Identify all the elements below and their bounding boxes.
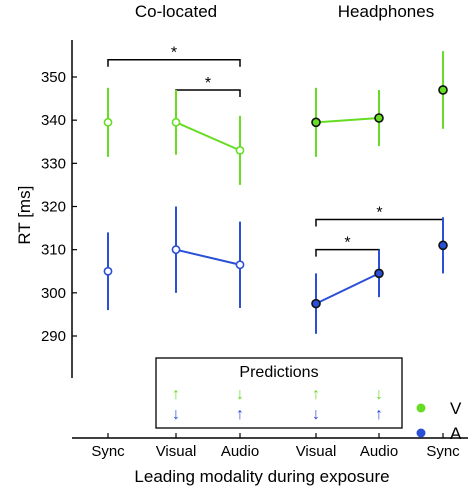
legend-marker [416,428,426,438]
x-tick-label: Audio [360,443,398,460]
predictions-box [155,357,403,429]
y-tick-label: 310 [41,242,66,259]
significance-star: * [205,75,211,92]
data-point [311,298,321,309]
panel-title: Headphones [338,2,434,21]
x-tick-label: Visual [296,443,337,460]
significance-star: * [171,45,177,62]
y-tick-label: 340 [41,112,66,129]
data-point [438,240,448,251]
data-point [374,268,384,279]
prediction-arrow-v: ↓ [375,386,383,403]
significance-star: * [344,235,350,252]
y-tick-label: 320 [41,199,66,216]
x-tick-label: Audio [221,443,259,460]
data-point [171,117,181,127]
predictions-title: Predictions [239,364,318,381]
data-point [374,113,384,123]
significance-star: * [376,204,382,221]
data-point [235,145,245,155]
data-point [103,266,113,276]
data-point [311,117,321,128]
data-point [235,260,245,270]
data-point [438,85,448,95]
series-line [175,121,241,152]
y-tick-label: 350 [41,69,66,86]
series-line [175,248,241,266]
legend-label: V [450,399,462,418]
prediction-arrow-v: ↑ [172,386,180,403]
data-point [103,117,113,127]
significance-bracket [107,58,241,67]
series-line [315,272,380,305]
panel-title: Co-located [135,2,217,21]
prediction-arrow-a: ↑ [375,406,383,423]
prediction-arrow-a: ↓ [312,406,320,423]
prediction-arrow-a: ↓ [172,406,180,423]
y-tick-label: 290 [41,328,66,345]
prediction-arrow-a: ↑ [236,406,244,423]
x-axis-label: Leading modality during exposure [134,467,389,486]
y-tick-label: 330 [41,155,66,172]
x-tick-label: Visual [156,443,197,460]
data-point [171,245,181,255]
x-tick-label: Sync [91,443,125,460]
x-tick-label: Sync [426,443,460,460]
series-line [315,117,380,124]
prediction-arrow-v: ↓ [236,386,244,403]
prediction-arrow-v: ↑ [312,386,320,403]
y-tick-label: 300 [41,285,66,302]
y-axis-label: RT [ms] [15,186,34,245]
legend-label: A [450,424,462,443]
legend-marker [416,403,426,413]
